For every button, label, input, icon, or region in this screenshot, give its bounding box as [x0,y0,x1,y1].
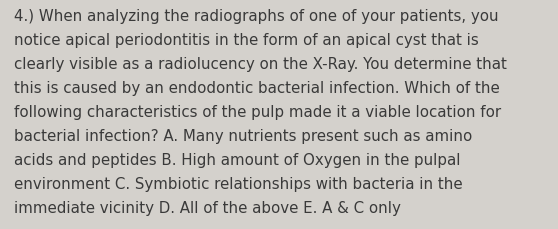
Text: notice apical periodontitis in the form of an apical cyst that is: notice apical periodontitis in the form … [14,33,479,48]
Text: acids and peptides B. High amount of Oxygen in the pulpal: acids and peptides B. High amount of Oxy… [14,152,460,167]
Text: immediate vicinity D. All of the above E. A & C only: immediate vicinity D. All of the above E… [14,200,401,215]
Text: following characteristics of the pulp made it a viable location for: following characteristics of the pulp ma… [14,104,501,119]
Text: bacterial infection? A. Many nutrients present such as amino: bacterial infection? A. Many nutrients p… [14,128,472,143]
Text: 4.) When analyzing the radiographs of one of your patients, you: 4.) When analyzing the radiographs of on… [14,9,498,24]
Text: clearly visible as a radiolucency on the X-Ray. You determine that: clearly visible as a radiolucency on the… [14,57,507,72]
Text: this is caused by an endodontic bacterial infection. Which of the: this is caused by an endodontic bacteria… [14,81,500,95]
Text: environment C. Symbiotic relationships with bacteria in the: environment C. Symbiotic relationships w… [14,176,463,191]
